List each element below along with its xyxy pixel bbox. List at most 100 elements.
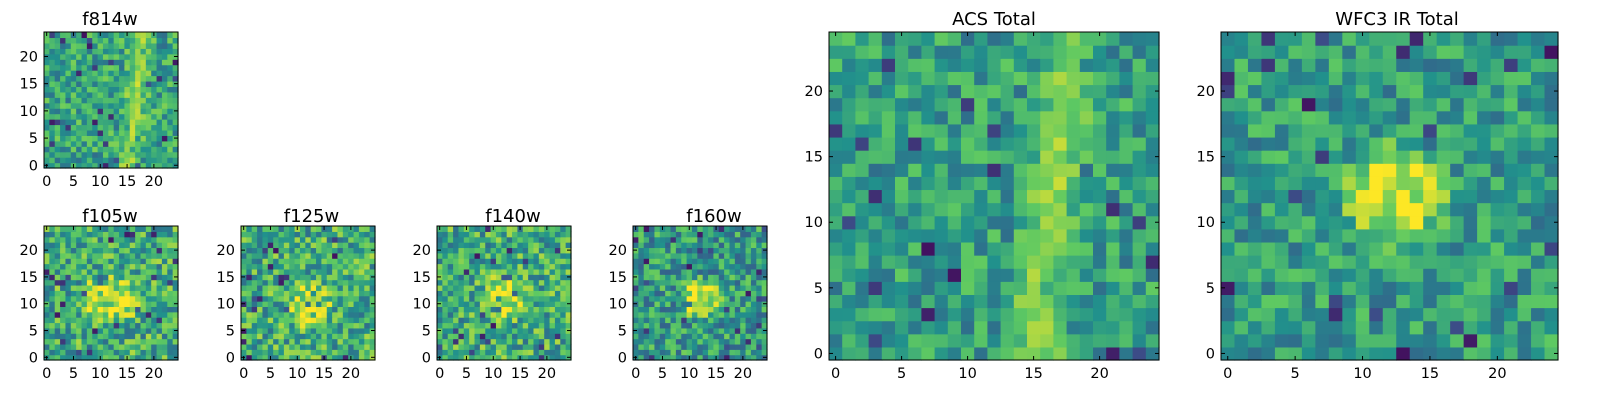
heatmap-cell: [294, 306, 301, 313]
heatmap-cell: [724, 284, 731, 291]
heatmap-cell: [294, 317, 301, 324]
heatmap-cell: [289, 252, 296, 259]
heatmap-cell: [987, 320, 1002, 335]
heatmap-cell: [554, 301, 561, 307]
heatmap-cell: [474, 295, 481, 302]
heatmap-cell: [283, 263, 290, 270]
heatmap-cell: [908, 320, 922, 335]
heatmap-cell: [474, 252, 481, 259]
heatmap-cell: [1450, 202, 1465, 217]
heatmap-cell: [490, 322, 497, 329]
heatmap-cell: [108, 284, 115, 291]
heatmap-cell: [299, 247, 306, 254]
heatmap-cell: [458, 258, 465, 265]
heatmap-cell: [881, 241, 896, 256]
heatmap-cell: [1477, 307, 1492, 322]
heatmap-cell: [119, 263, 125, 270]
heatmap-cell: [665, 327, 672, 334]
heatmap-cell: [713, 268, 720, 275]
heatmap-cell: [278, 343, 285, 350]
heatmap-cell: [76, 338, 83, 345]
heatmap-cell: [447, 279, 454, 286]
heatmap-cell: [490, 295, 497, 302]
heatmap-cell: [321, 327, 328, 334]
heatmap-cell: [633, 343, 639, 350]
heatmap-cell: [1234, 202, 1249, 217]
heatmap-cell: [670, 354, 677, 361]
heatmap-cell: [895, 32, 909, 46]
heatmap-cell: [124, 97, 131, 104]
heatmap-cell: [868, 45, 883, 59]
heatmap-cell: [1288, 294, 1303, 309]
heatmap-cell: [633, 268, 639, 275]
heatmap-cell: [65, 75, 72, 82]
heatmap-cell: [560, 295, 567, 302]
heatmap-cell: [342, 338, 349, 345]
heatmap-cell: [1261, 241, 1276, 256]
heatmap-cell: [1517, 294, 1532, 309]
heatmap-cell: [829, 150, 843, 164]
heatmap-cell: [829, 268, 843, 282]
heatmap-cell: [724, 268, 731, 275]
heatmap-cell: [267, 247, 274, 254]
heatmap-cell: [86, 311, 93, 318]
heatmap-cell: [1274, 215, 1289, 230]
heatmap-cell: [54, 70, 61, 77]
heatmap-cell: [1145, 228, 1160, 243]
heatmap-cell: [129, 338, 136, 345]
heatmap-cell: [342, 311, 349, 318]
heatmap-cell: [1027, 215, 1041, 230]
heatmap-cell: [718, 333, 725, 340]
heatmap-cell: [947, 32, 962, 46]
heatmap-cell: [60, 349, 67, 356]
heatmap-cell: [1328, 136, 1343, 151]
heatmap-cell: [538, 279, 545, 286]
heatmap-cell: [1531, 176, 1546, 191]
heatmap-cell: [633, 263, 639, 270]
heatmap-cell: [49, 284, 56, 291]
heatmap-cell: [528, 343, 535, 350]
heatmap-cell: [485, 231, 492, 238]
heatmap-cell: [278, 268, 285, 275]
heatmap-cell: [1274, 255, 1289, 269]
heatmap-cell: [44, 119, 50, 126]
heatmap-cells: [44, 226, 179, 361]
heatmap-cell: [761, 263, 768, 270]
heatmap-cell: [437, 317, 443, 324]
heatmap-cell: [145, 75, 152, 82]
heatmap-cell: [1382, 176, 1397, 191]
heatmap-cell: [517, 242, 524, 249]
heatmap-cell: [1436, 294, 1451, 309]
heatmap-cell: [659, 343, 666, 350]
heatmap-cell: [135, 124, 142, 131]
heatmap-cell: [750, 252, 757, 259]
heatmap-cell: [1396, 150, 1411, 164]
heatmap-cell: [1450, 163, 1465, 177]
heatmap-cell: [129, 279, 136, 286]
heatmap-cell: [1382, 71, 1397, 86]
heatmap-cell: [124, 295, 131, 302]
heatmap-cell: [267, 284, 274, 291]
heatmap-cell: [65, 247, 72, 254]
heatmap-cell: [97, 349, 104, 356]
heatmap-cell: [172, 91, 179, 98]
heatmap-cell: [1477, 110, 1492, 125]
heatmap-cell: [522, 311, 529, 318]
heatmap-cell: [1053, 320, 1068, 335]
heatmap-cell: [65, 290, 72, 297]
heatmap-cell: [533, 252, 540, 259]
heatmap-cell: [1531, 268, 1546, 282]
heatmap-cell: [485, 349, 492, 356]
heatmap-cell: [119, 91, 125, 98]
heatmap-cell: [321, 274, 328, 281]
heatmap-cell: [633, 349, 639, 356]
heatmap-cell: [1342, 346, 1357, 361]
heatmap-cell: [129, 157, 136, 164]
heatmap-cell: [102, 258, 109, 265]
heatmap-cell: [124, 231, 131, 238]
heatmap-cell: [316, 279, 322, 286]
heatmap-cell: [167, 268, 174, 275]
heatmap-cell: [447, 258, 454, 265]
x-tick-label: 15: [707, 366, 725, 382]
heatmap-cell: [1221, 163, 1236, 177]
